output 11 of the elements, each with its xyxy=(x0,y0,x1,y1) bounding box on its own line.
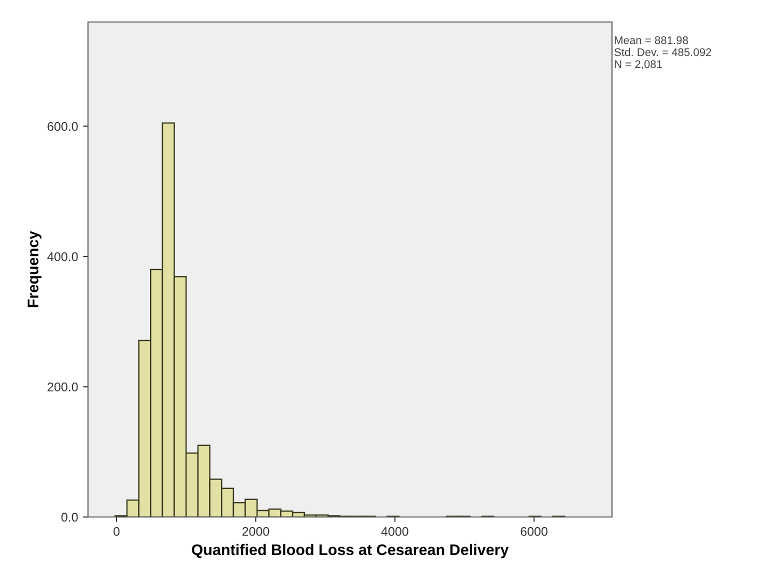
y-tick-label: 0.0 xyxy=(61,512,78,522)
x-tick-label: 6000 xyxy=(520,527,548,536)
y-axis-title: Frequency xyxy=(28,230,42,308)
x-axis-title: Quantified Blood Loss at Cesarean Delivery xyxy=(192,544,509,558)
x-tick-label: 2000 xyxy=(242,527,270,536)
x-tick-label: 4000 xyxy=(381,527,408,536)
y-tick-label: 400.0 xyxy=(47,252,78,262)
text: Mean = 881.98 Std. Dev. = 485.092 N = 2,081 xyxy=(614,36,712,70)
y-tick-label: 600.0 xyxy=(48,122,78,131)
y-tick-label: 200.0 xyxy=(48,382,78,392)
x-tick-label: 0 xyxy=(114,527,120,536)
